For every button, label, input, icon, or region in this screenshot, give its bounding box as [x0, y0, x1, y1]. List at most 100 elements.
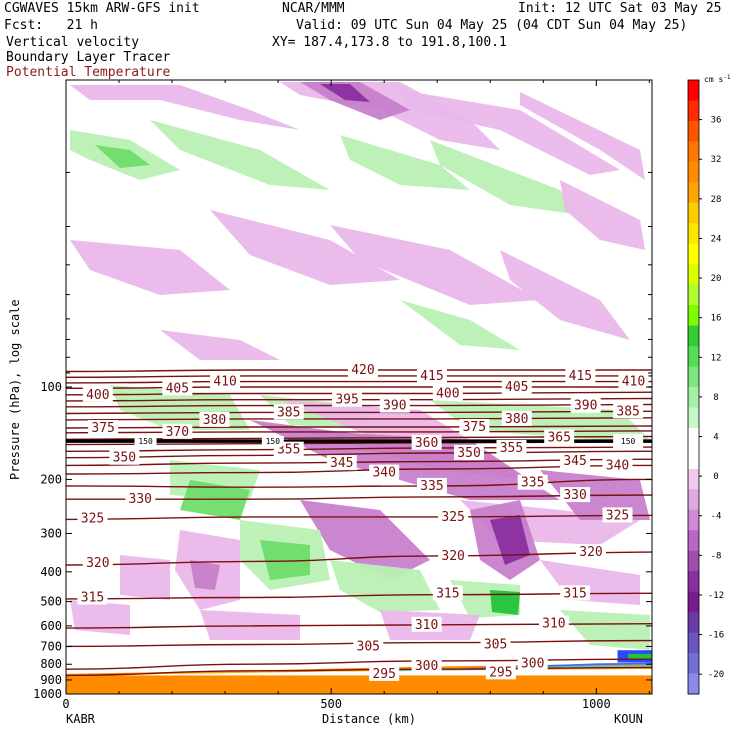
theta-contour-375: [66, 425, 652, 429]
theta-contour-335: [66, 478, 652, 488]
theta-label-bg-5: [480, 636, 511, 652]
velocity-region-5: [520, 92, 645, 180]
theta-label-415: 415: [569, 369, 592, 384]
theta-label-315: 315: [81, 591, 104, 606]
theta-contour-325: [66, 514, 652, 521]
forecast-hour: Fcst: 21 h: [4, 18, 98, 33]
theta-label-380: 380: [203, 413, 226, 428]
theta-label-400: 400: [436, 387, 459, 402]
theta-label-320: 320: [86, 556, 109, 571]
theta-label-335: 335: [420, 479, 443, 494]
y-tick-label-300: 300: [40, 526, 62, 540]
theta-label-305: 305: [357, 639, 380, 654]
velocity-region-34: [190, 560, 220, 590]
theta-label-380: 380: [505, 412, 528, 427]
theta-contour-355: [66, 446, 652, 452]
velocity-region-2: [300, 82, 410, 120]
model-title: CGWAVES 15km ARW-GFS init: [4, 1, 200, 16]
velocity-region-35: [330, 560, 440, 612]
boundary-layer-tracer-fill: [66, 650, 652, 694]
velocity-region-21: [280, 400, 470, 440]
theta-contour-305: [66, 639, 652, 648]
velocity-region-4: [400, 90, 620, 175]
theta-label-bg-45: [501, 379, 532, 394]
theta-contour-405: [66, 386, 652, 389]
theta-label-350: 350: [457, 446, 480, 461]
theta-label-405: 405: [505, 380, 528, 395]
theta-label-410: 410: [213, 375, 236, 390]
velocity-region-16: [400, 300, 520, 350]
theta-label-315: 315: [563, 586, 586, 601]
potential-temperature-labels: 295 295 300 300 305 305 310 310 315 315 315 320 320 3…: [77, 361, 649, 682]
theta-label-300: 300: [521, 656, 544, 671]
x-end-label-right: KOUN: [614, 712, 643, 726]
theta-label-420: 420: [351, 363, 374, 378]
field-vertical-velocity: Vertical velocity: [6, 35, 140, 50]
x-axis: 0 500 1000: [62, 80, 650, 711]
theta-label-bg-32: [162, 423, 193, 439]
field-potential-temperature: Potential Temperature: [6, 65, 171, 80]
vertical-velocity-shading: [70, 82, 650, 650]
theta-label-295: 295: [489, 665, 512, 680]
velocity-region-8: [150, 120, 330, 190]
y-tick-label-600: 600: [40, 619, 62, 633]
theta-label-390: 390: [574, 399, 597, 414]
theta-label-325: 325: [81, 511, 104, 526]
theta-label-370: 370: [166, 425, 189, 440]
theta-label-bg-36: [501, 410, 532, 426]
theta-label-bg-1: [485, 664, 516, 680]
theta-label-330: 330: [129, 492, 152, 507]
theta-label-bg-31: [544, 429, 575, 445]
theta-label-395: 395: [335, 393, 358, 408]
velocity-region-12: [210, 210, 400, 285]
theta-label-bg-47: [618, 373, 649, 389]
theta-label-385: 385: [616, 404, 639, 419]
org-label: NCAR/MMM: [282, 1, 345, 16]
theta-label-bg-13: [576, 544, 607, 560]
theta-label-bg-34: [459, 419, 490, 435]
tracer-green-patch: [628, 653, 652, 660]
theta-label-355: 355: [500, 441, 523, 456]
theta-label-bg-48: [416, 367, 447, 383]
theta-label-bg-3: [517, 655, 548, 671]
tracer-label-bg-2: [617, 436, 640, 447]
y-tick-label-700: 700: [40, 639, 62, 653]
theta-label-bg-33: [88, 419, 119, 435]
theta-label-bg-42: [82, 386, 113, 402]
theta-label-bg-43: [432, 385, 463, 401]
theta-label-375: 375: [463, 420, 486, 435]
theta-label-385: 385: [277, 405, 300, 420]
theta-label-bg-12: [438, 547, 469, 563]
theta-contour-315: [66, 592, 652, 600]
theta-label-360: 360: [415, 436, 438, 451]
theta-contour-320: [66, 551, 652, 566]
theta-label-bg-26: [454, 444, 485, 460]
theta-label-345: 345: [563, 454, 586, 469]
theta-label-400: 400: [86, 388, 109, 403]
valid-time: Valid: 09 UTC Sun 04 May 25 (04 CDT Sun …: [296, 18, 688, 33]
velocity-region-11: [70, 240, 230, 295]
theta-label-345: 345: [330, 456, 353, 471]
x-tick-label-1000: 1000: [582, 697, 611, 711]
theta-label-bg-44: [162, 380, 193, 396]
theta-label-340: 340: [606, 458, 629, 473]
theta-label-bg-25: [109, 449, 140, 465]
tracer-label-bg-1: [261, 436, 284, 447]
y-tick-label-100: 100: [40, 380, 62, 394]
theta-contour-295: [66, 666, 652, 677]
theta-label-415: 415: [420, 369, 443, 384]
tracer-label-bg-0: [134, 436, 157, 447]
theta-label-325: 325: [441, 510, 464, 525]
velocity-region-25: [180, 480, 250, 520]
theta-contour-330: [66, 494, 652, 500]
x-tick-label-500: 500: [320, 697, 342, 711]
x-end-label-left: KABR: [66, 712, 95, 726]
theta-label-bg-16: [602, 507, 633, 523]
theta-label-330: 330: [563, 488, 586, 503]
theta-contour-410: [66, 380, 652, 384]
theta-label-bg-28: [496, 439, 527, 455]
tracer-label-150: 150: [138, 437, 153, 446]
theta-label-410: 410: [622, 375, 645, 390]
velocity-region-26: [300, 500, 430, 580]
